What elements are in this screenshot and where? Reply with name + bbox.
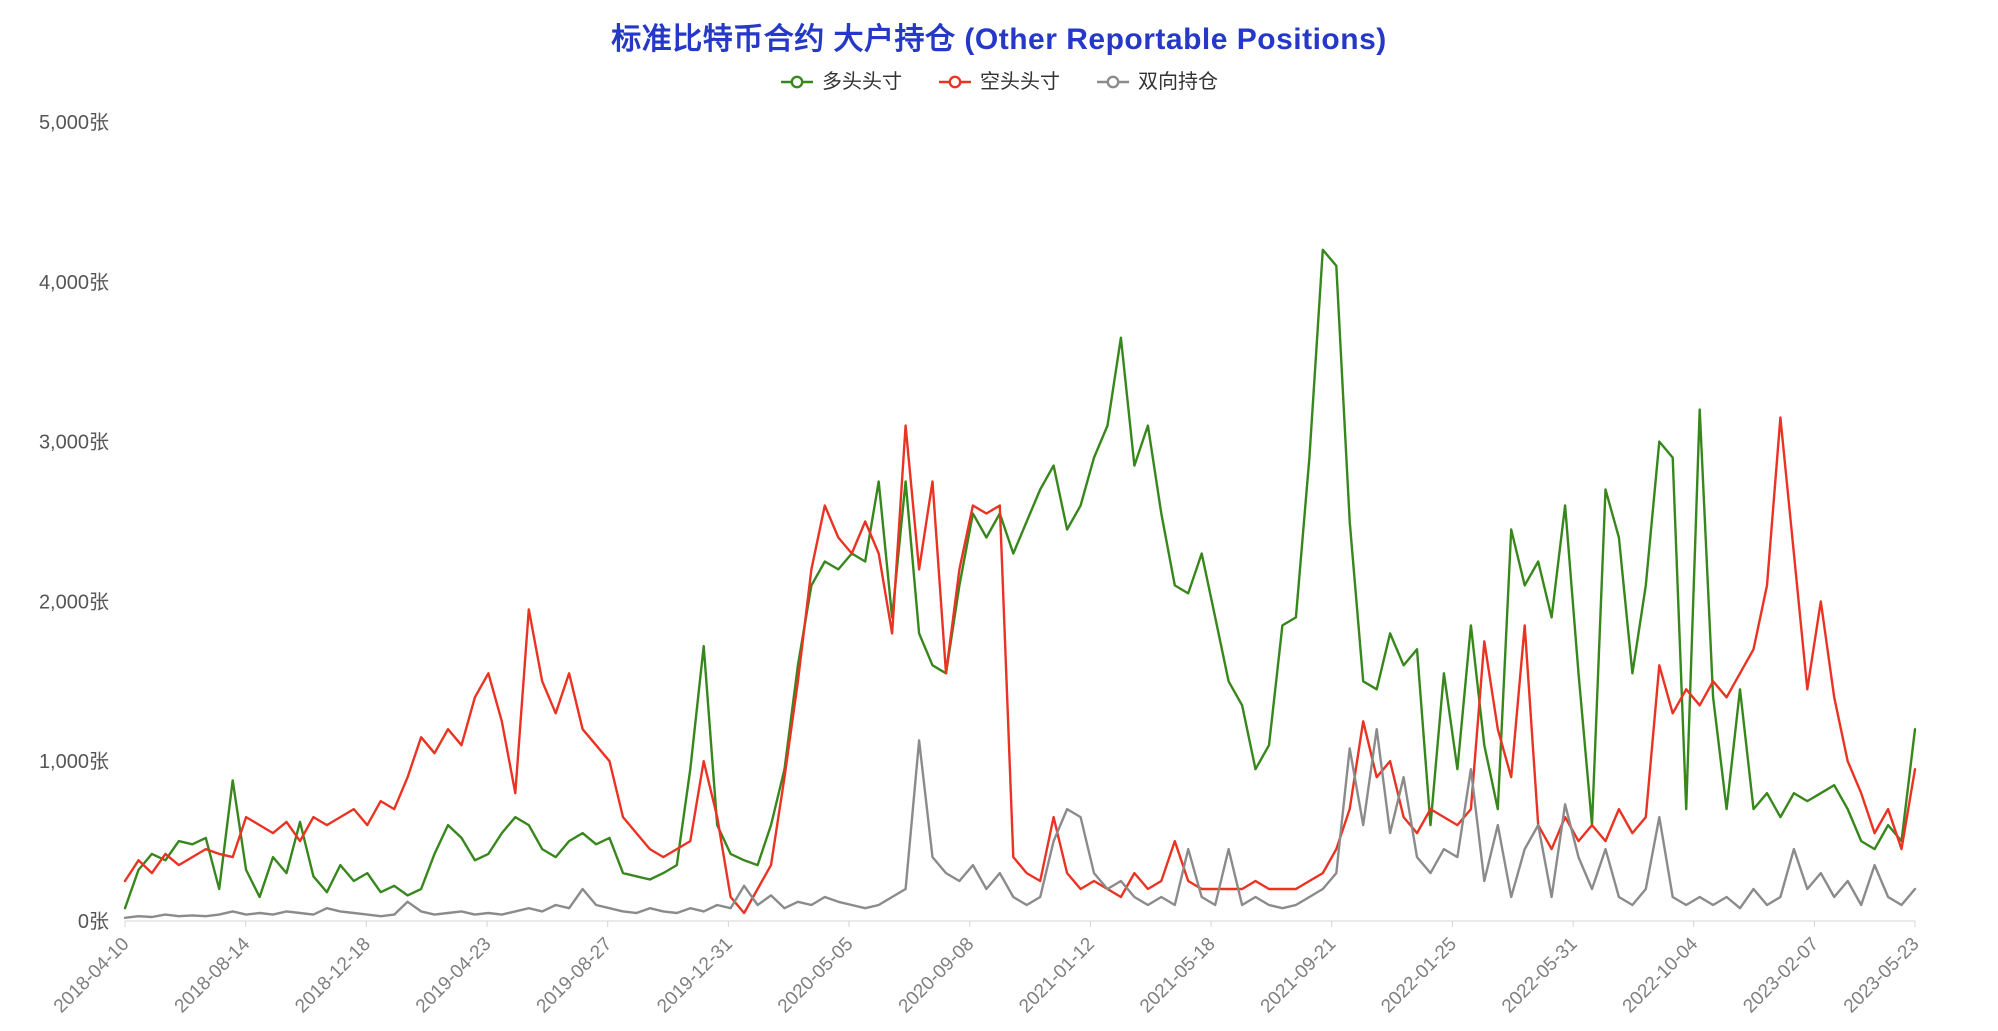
x-axis-label: 2018-08-14 xyxy=(171,933,255,1017)
legend-item-short[interactable]: 空头头寸 xyxy=(938,72,1060,92)
y-axis-label: 3,000张 xyxy=(39,431,109,454)
x-axis-label: 2019-12-31 xyxy=(653,934,737,1018)
x-axis-label: 2022-01-25 xyxy=(1377,934,1461,1018)
legend-item-spread[interactable]: 双向持仓 xyxy=(1096,72,1218,92)
x-axis-label: 2018-04-10 xyxy=(50,934,134,1018)
x-axis-label: 2021-01-12 xyxy=(1015,934,1099,1018)
chart-title: 标准比特币合约 大户持仓 (Other Reportable Positions… xyxy=(611,23,1387,56)
legend-line-marker-icon xyxy=(781,75,813,89)
x-axis-label: 2019-08-27 xyxy=(533,934,617,1018)
legend-label: 多头头寸 xyxy=(822,71,902,93)
y-axis-label: 0张 xyxy=(78,910,109,933)
series-line-spread xyxy=(123,728,1917,919)
y-axis-label: 4,000张 xyxy=(39,271,109,294)
y-axis-label: 2,000张 xyxy=(39,590,109,613)
x-axis-label: 2021-05-18 xyxy=(1136,934,1220,1018)
legend-line-marker-icon xyxy=(1097,75,1129,89)
series-line-long xyxy=(123,248,1917,910)
legend-label: 双向持仓 xyxy=(1138,71,1218,93)
x-axis-label: 2022-10-04 xyxy=(1619,933,1703,1017)
x-axis-label: 2023-02-07 xyxy=(1739,934,1823,1018)
x-axis-label: 2018-12-18 xyxy=(291,934,375,1018)
y-axis-label: 1,000张 xyxy=(39,750,109,773)
x-axis-label: 2020-05-05 xyxy=(774,934,858,1018)
legend-line-marker-icon xyxy=(939,75,971,89)
x-axis-label: 2021-09-21 xyxy=(1257,934,1341,1018)
legend-item-long[interactable]: 多头头寸 xyxy=(780,72,902,92)
x-axis-label: 2022-05-31 xyxy=(1498,934,1582,1018)
legend-label: 空头头寸 xyxy=(980,71,1060,93)
x-axis-label: 2019-04-23 xyxy=(412,934,496,1018)
legend: 多头头寸 空头头寸 双向持仓 xyxy=(0,72,1998,92)
y-axis-label: 5,000张 xyxy=(39,111,109,134)
series-line-short xyxy=(123,416,1917,915)
x-axis-label: 2023-05-23 xyxy=(1840,934,1924,1018)
x-axis-label: 2020-09-08 xyxy=(895,934,979,1018)
